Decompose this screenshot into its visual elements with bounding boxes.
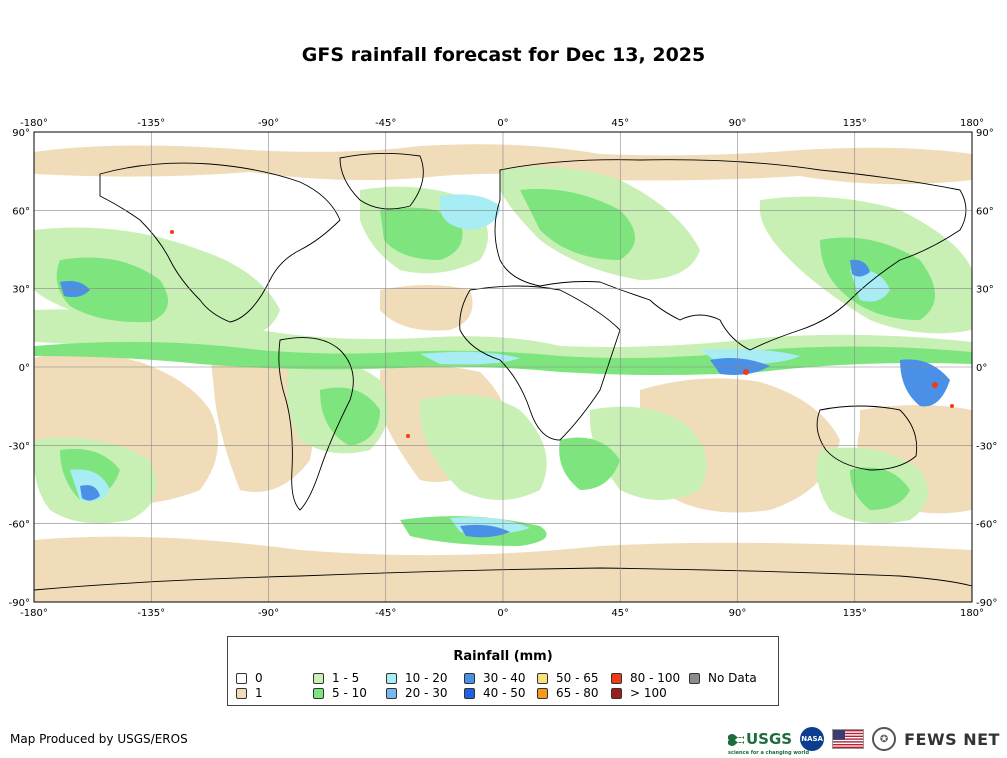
lat-tick-label-left: -90° (9, 598, 30, 609)
credit-text: Map Produced by USGS/EROS (10, 732, 188, 746)
legend-label: 20 - 30 (405, 686, 448, 700)
legend-label: No Data (708, 671, 757, 685)
state-dept-seal-icon: ✪ (872, 727, 897, 751)
legend-swatch (611, 672, 622, 684)
legend-item: 20 - 30 (386, 686, 448, 700)
legend-item: 10 - 20 (386, 671, 448, 685)
legend-swatch (464, 687, 475, 699)
rain-10-20mm-regions (70, 194, 890, 535)
legend-label: 5 - 10 (332, 686, 367, 700)
lon-tick-label-bottom: 0° (497, 608, 508, 619)
legend-label: 0 (255, 671, 263, 685)
legend-item: 1 - 5 (313, 671, 359, 685)
legend-swatch (236, 672, 247, 684)
lat-tick-label-right: 90° (976, 128, 994, 139)
legend-swatch (611, 687, 622, 699)
map-frame (33, 131, 973, 603)
map-title: GFS rainfall forecast for Dec 13, 2025 (301, 44, 706, 66)
legend-item: 1 (236, 686, 263, 700)
lat-tick-label-right: 0° (976, 363, 987, 374)
lat-tick-label-right: -30° (976, 441, 997, 452)
legend-item: > 100 (611, 686, 667, 700)
legend-swatch (313, 672, 324, 684)
lon-tick-label-top: 45° (611, 118, 629, 129)
lon-tick-label-top: -90° (258, 118, 279, 129)
nasa-logo: NASA (800, 727, 825, 751)
legend-swatch (236, 687, 247, 699)
legend-title: Rainfall (mm) (453, 649, 553, 664)
lat-tick-label-right: -90° (976, 598, 997, 609)
graticule (34, 132, 972, 602)
legend-swatch (313, 687, 324, 699)
legend-item: 50 - 65 (537, 671, 599, 685)
legend-item: 5 - 10 (313, 686, 367, 700)
lon-tick-label-top: -180° (20, 118, 48, 129)
lon-tick-label-top: -135° (137, 118, 165, 129)
legend-item: 30 - 40 (464, 671, 526, 685)
legend-swatch (537, 672, 548, 684)
lon-tick-label-bottom: -180° (20, 608, 48, 619)
lon-tick-label-top: 180° (960, 118, 984, 129)
legend-label: 1 - 5 (332, 671, 360, 685)
usgs-logo: USGS science for a changing world (728, 730, 809, 756)
rain-80-100mm-regions (170, 230, 954, 438)
us-flag-icon (832, 729, 865, 749)
lon-tick-label-top: 0° (497, 118, 508, 129)
legend-label: 40 - 50 (483, 686, 526, 700)
lon-tick-label-bottom: -90° (258, 608, 279, 619)
logo-strip: USGS science for a changing world NASA ✪… (728, 725, 1000, 756)
legend-label: > 100 (630, 686, 667, 700)
lon-tick-label-bottom: 45° (611, 608, 629, 619)
lon-tick-label-top: -45° (375, 118, 396, 129)
lat-tick-label-left: 60° (12, 206, 30, 217)
usgs-wave-icon (728, 734, 744, 746)
fews-net-logo: FEWS NET (904, 729, 1000, 749)
lon-tick-label-bottom: 135° (843, 608, 867, 619)
usgs-text: USGS (746, 730, 793, 748)
coastlines (33, 152, 973, 591)
usgs-tagline: science for a changing world (728, 750, 810, 756)
lat-tick-label-left: -30° (9, 441, 30, 452)
rain-30-40mm-regions (60, 259, 950, 538)
lon-tick-label-bottom: 90° (729, 608, 747, 619)
legend-label: 65 - 80 (556, 686, 599, 700)
legend-item: 40 - 50 (464, 686, 526, 700)
legend-label: 50 - 65 (556, 671, 599, 685)
map-canvas: -180° -180° -135° -135° -90° -90° -45° -45° 0° 0°… (9, 118, 998, 619)
lon-tick-label-top: 90° (729, 118, 747, 129)
lat-tick-label-left: 90° (12, 128, 30, 139)
lat-tick-label-left: 30° (12, 285, 30, 296)
legend-label: 30 - 40 (483, 671, 526, 685)
legend-swatch (386, 687, 397, 699)
legend-swatch (537, 687, 548, 699)
lat-tick-label-right: -60° (976, 520, 997, 531)
lon-tick-label-bottom: -135° (137, 608, 165, 619)
lon-tick-label-bottom: 180° (960, 608, 984, 619)
lat-tick-label-left: 0° (19, 363, 30, 374)
legend-label: 10 - 20 (405, 671, 448, 685)
legend-label: 1 (255, 686, 263, 700)
legend-swatch (386, 672, 397, 684)
legend-label: 80 - 100 (630, 671, 681, 685)
legend-item: 65 - 80 (537, 686, 599, 700)
legend-swatch (689, 672, 700, 684)
legend-swatch (464, 672, 475, 684)
lat-tick-label-left: -60° (9, 520, 30, 531)
legend-item: 0 (236, 671, 263, 685)
lon-tick-label-bottom: -45° (375, 608, 396, 619)
rainfall-map: -180° -180° -135° -135° -90° -90° -45° -45° 0° 0°… (0, 110, 1007, 630)
tick-labels: -180° -180° -135° -135° -90° -90° -45° -45° 0° 0°… (9, 118, 998, 619)
legend-item: No Data (689, 671, 757, 685)
legend-item: 80 - 100 (611, 671, 680, 685)
lat-tick-label-right: 30° (976, 285, 994, 296)
lat-tick-label-right: 60° (976, 206, 994, 217)
lon-tick-label-top: 135° (843, 118, 867, 129)
